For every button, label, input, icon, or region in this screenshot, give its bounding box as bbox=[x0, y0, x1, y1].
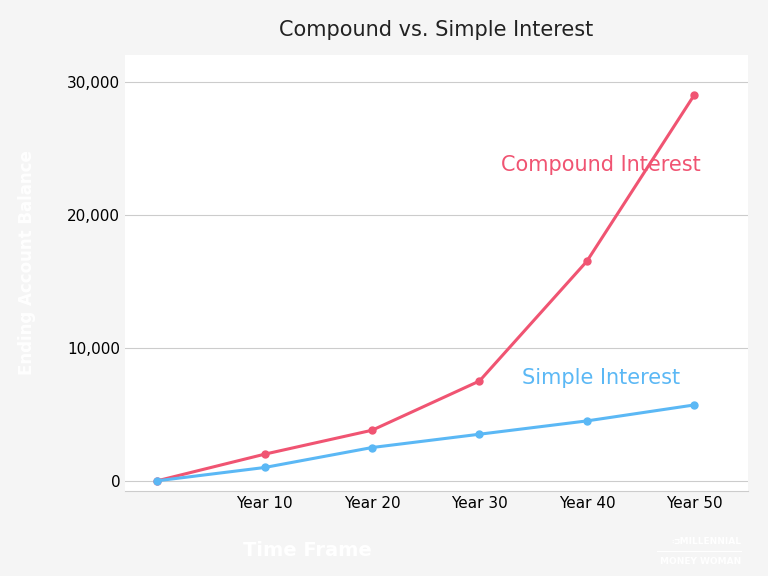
Title: Compound vs. Simple Interest: Compound vs. Simple Interest bbox=[280, 20, 594, 40]
Text: Ending Account Balance: Ending Account Balance bbox=[18, 150, 37, 376]
Text: ᴞMILLENNIAL: ᴞMILLENNIAL bbox=[671, 537, 741, 547]
Text: Time Frame: Time Frame bbox=[243, 541, 372, 560]
Text: MONEY WOMAN: MONEY WOMAN bbox=[660, 556, 741, 566]
Text: Simple Interest: Simple Interest bbox=[522, 367, 680, 388]
Text: Compound Interest: Compound Interest bbox=[501, 155, 700, 175]
